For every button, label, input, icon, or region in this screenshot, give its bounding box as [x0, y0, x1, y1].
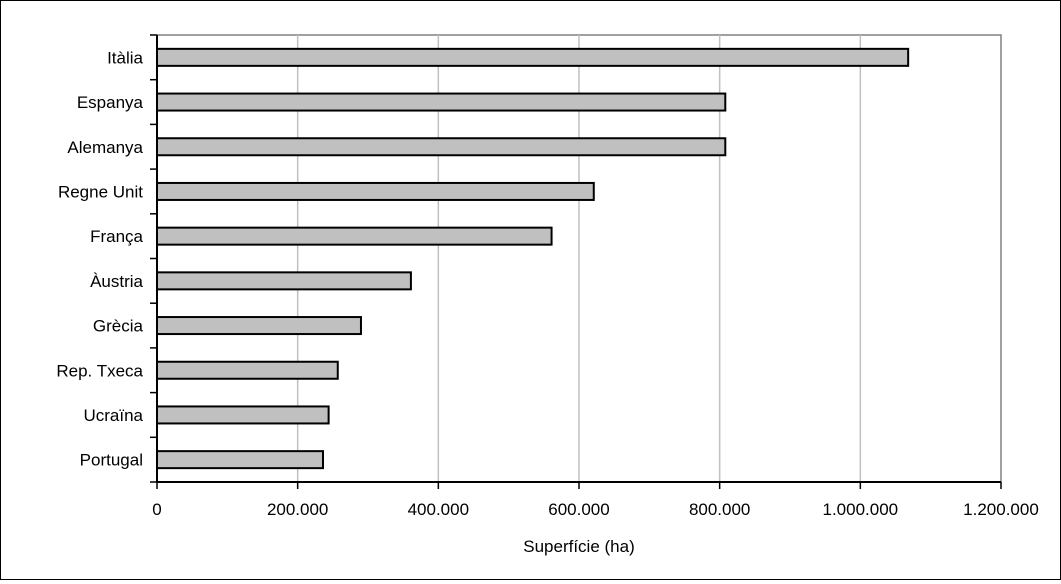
y-tick-label: Àustria: [90, 272, 143, 291]
y-tick-label: Itàlia: [107, 48, 143, 67]
x-axis-title: Superfície (ha): [523, 537, 635, 556]
x-tick-label: 0: [152, 500, 161, 519]
y-tick-label: Rep. Txeca: [56, 361, 143, 380]
bar: [156, 137, 727, 157]
bar: [156, 47, 910, 67]
bar: [156, 360, 339, 380]
bar: [156, 226, 553, 246]
bar: [156, 92, 727, 112]
bar: [156, 181, 595, 201]
x-tick-label: 200.000: [267, 500, 328, 519]
bar: [156, 450, 324, 470]
y-tick-label: Espanya: [77, 93, 144, 112]
y-tick-label: França: [90, 227, 143, 246]
y-tick-label: Regne Unit: [58, 182, 143, 201]
x-tick-label: 400.000: [408, 500, 469, 519]
x-tick-label: 800.000: [689, 500, 750, 519]
labels-layer: 0 200.000 400.000 600.000 800.000 1.000.000 1.…: [56, 48, 1038, 519]
y-tick-label: Grècia: [93, 317, 144, 336]
x-tick-label: 1.000.000: [823, 500, 899, 519]
y-tick-label: Alemanya: [67, 138, 143, 157]
y-tick-label: Portugal: [80, 451, 143, 470]
y-tick-label: Ucraïna: [83, 406, 143, 425]
bar: [156, 405, 330, 425]
axes-layer: [150, 34, 1002, 489]
x-tick-label: 1.200.000: [963, 500, 1039, 519]
bar: [156, 271, 412, 291]
bars-layer: [156, 47, 910, 470]
x-tick-label: 600.000: [548, 500, 609, 519]
bar: [156, 316, 362, 336]
